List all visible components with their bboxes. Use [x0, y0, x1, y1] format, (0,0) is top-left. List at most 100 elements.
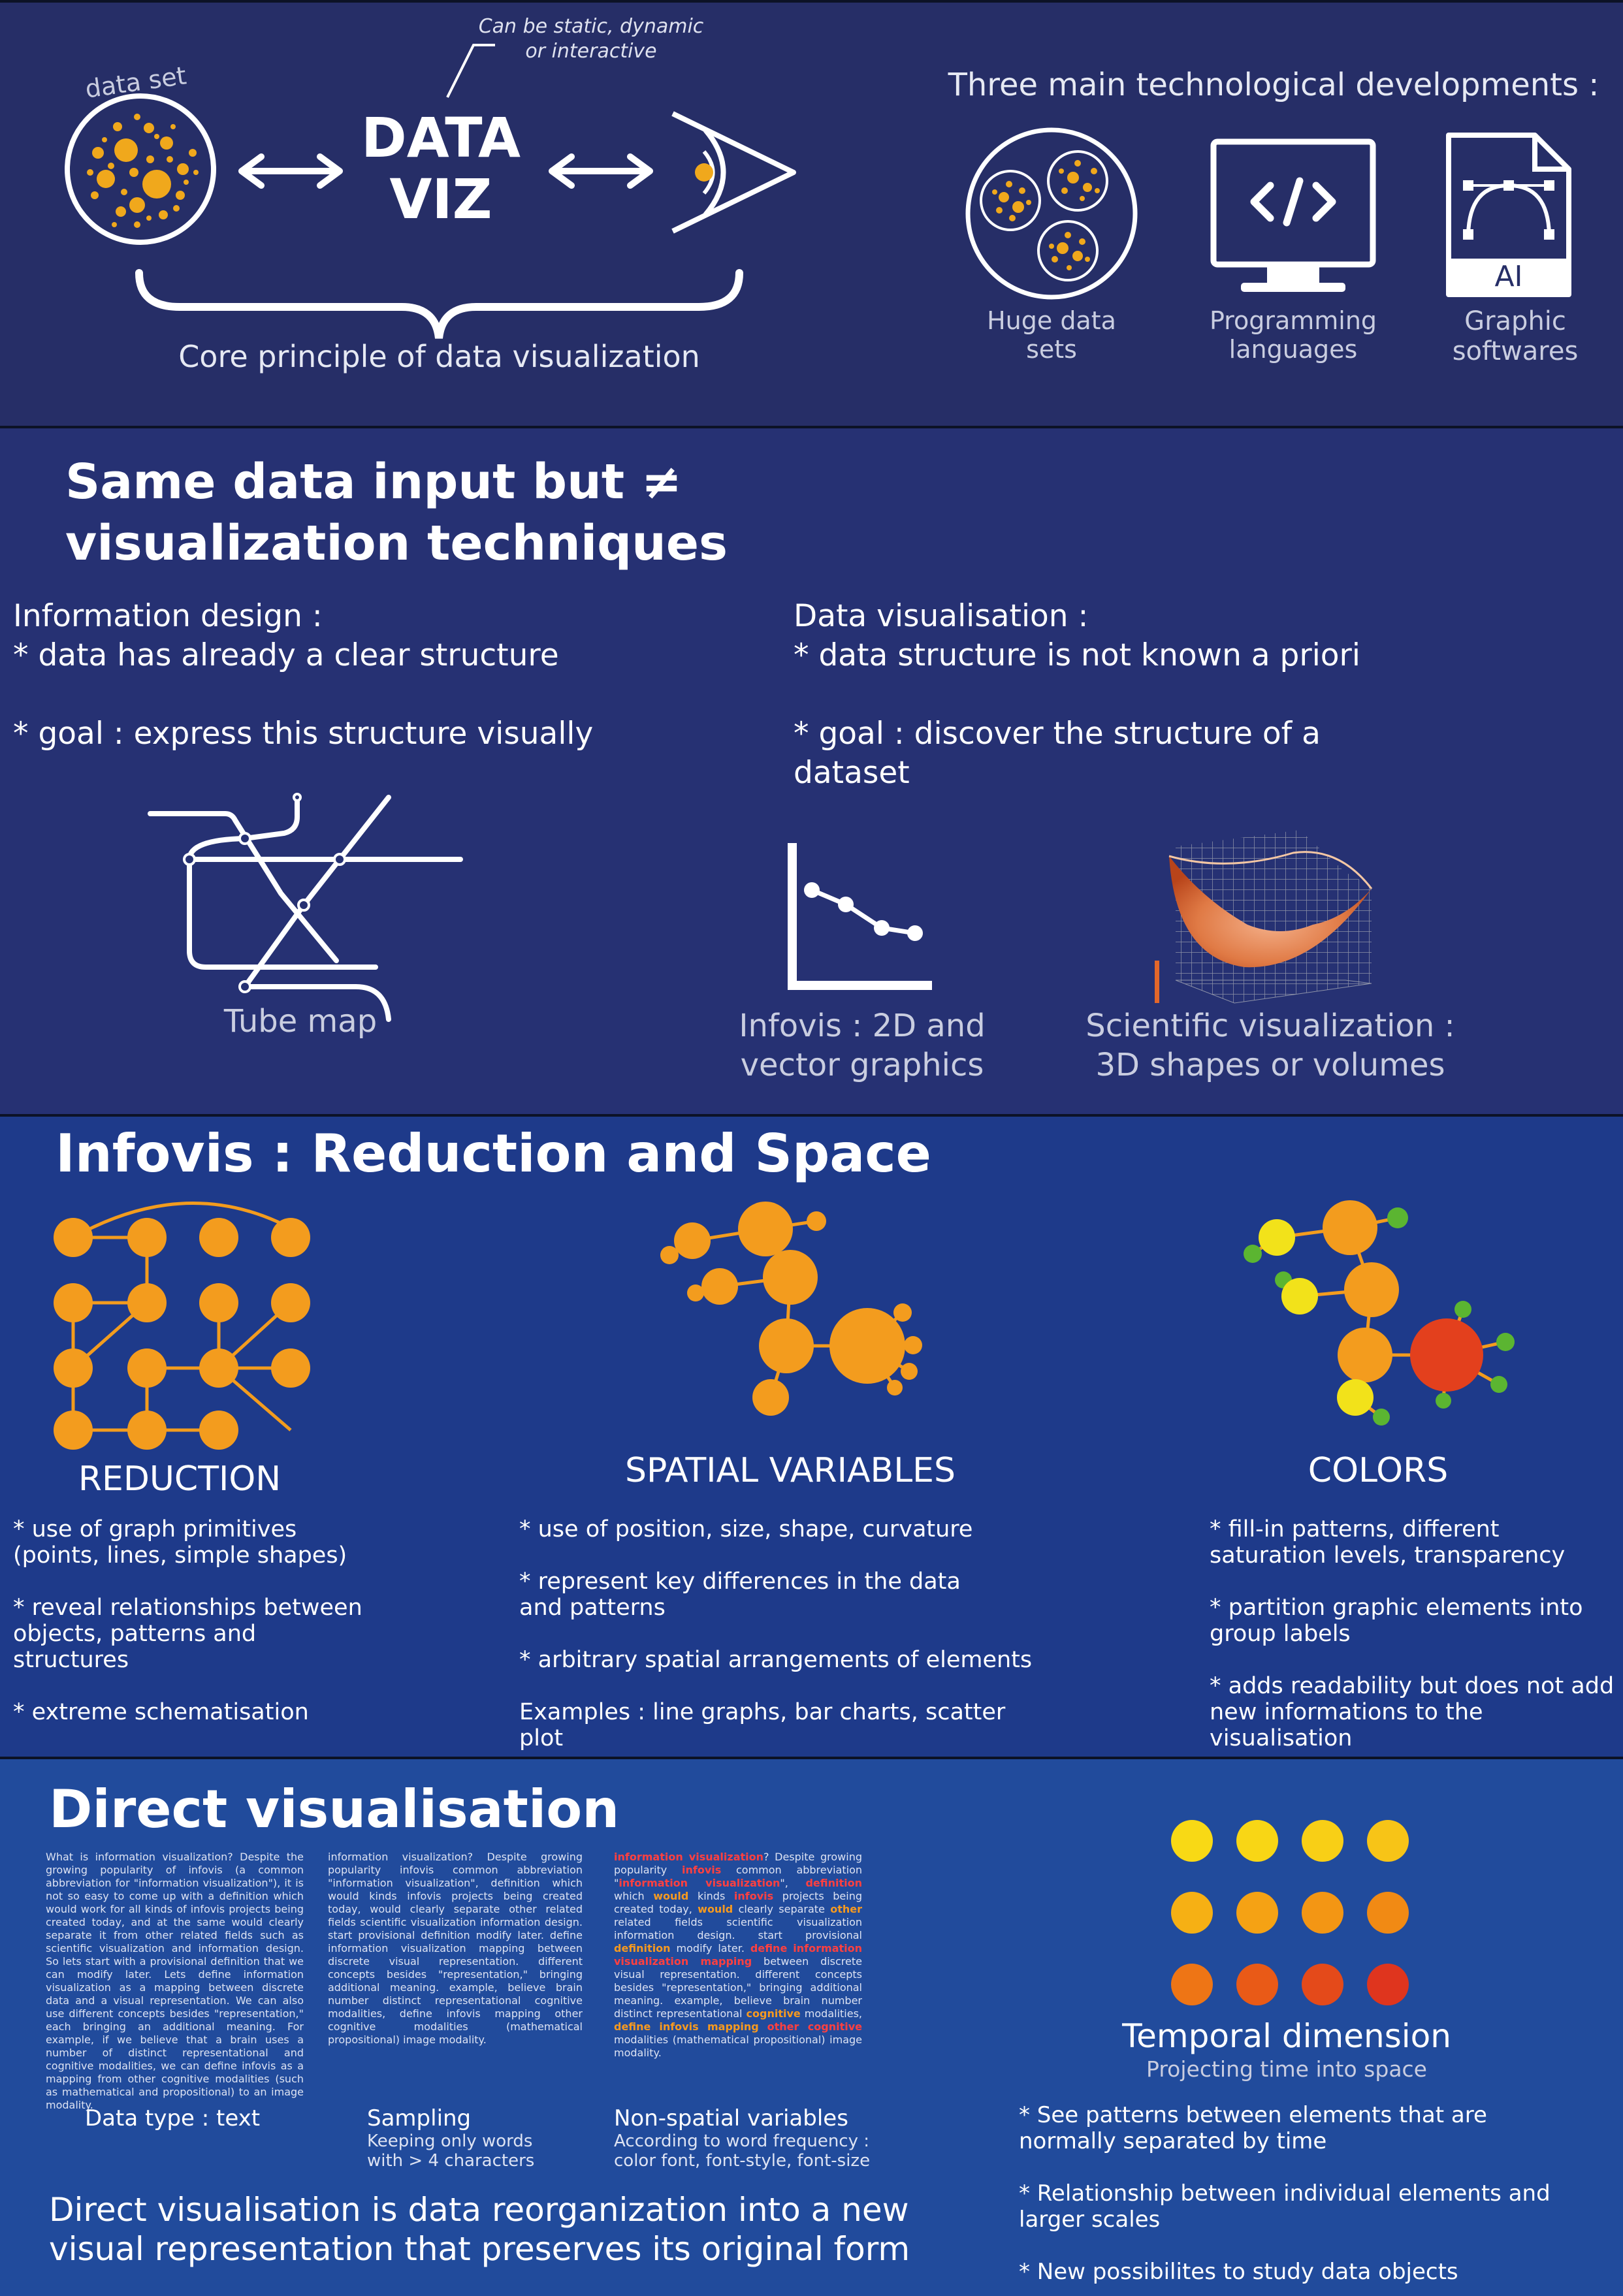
- plain-text: [651, 2020, 659, 2033]
- highlighted-word: information visualization: [614, 1851, 764, 1863]
- dataviz-line2: VIZ: [389, 167, 492, 231]
- info-design-point2: * goal : express this structure visually: [13, 716, 594, 752]
- highlighted-word: infovis: [733, 1890, 774, 1902]
- nonspatial-block: Non-spatial variables According to word …: [614, 2105, 888, 2171]
- spatial-graph: [660, 1202, 922, 1416]
- ai-badge: AI: [1494, 260, 1523, 293]
- plain-text: clearly separate: [733, 1903, 831, 1915]
- huge-datasets-icon: [965, 127, 1138, 300]
- sampling-sub: Keeping only words with > 4 characters: [367, 2131, 535, 2171]
- temporal-dot: [1171, 1964, 1213, 2005]
- sampling-label: Sampling: [367, 2105, 472, 2131]
- temporal-dot: [1302, 1964, 1343, 2005]
- tube-map-caption: Tube map: [223, 1003, 378, 1040]
- tech-label-graphic: Graphic softwares: [1452, 306, 1579, 366]
- highlighted-word: other: [830, 1903, 863, 1915]
- line-graph-icon: [788, 843, 932, 990]
- temporal-point: * See patterns between elements that are…: [1019, 2102, 1487, 2154]
- infovis-caption: Infovis : 2D and vector graphics: [739, 1008, 986, 1083]
- ai-file-icon: [1446, 133, 1571, 297]
- reduction-points: * use of graph primitives (points, lines…: [13, 1516, 379, 1725]
- colors-point: * adds readability but does not add new …: [1210, 1673, 1615, 1751]
- temporal-dot: [1236, 1964, 1278, 2005]
- temporal-dot: [1171, 1820, 1213, 1862]
- colors-graph: [1244, 1200, 1515, 1426]
- dataviz-line1: DATA: [361, 106, 521, 170]
- reduction-point: * extreme schematisation: [13, 1699, 309, 1725]
- nonspatial-sub: According to word frequency : color font…: [614, 2131, 871, 2171]
- eye-icon: [671, 111, 796, 234]
- highlighted-word: definition: [805, 1877, 862, 1889]
- highlighted-word: infovis mapping: [659, 2020, 759, 2033]
- full-text-sample: What is information visualization? Despi…: [46, 1851, 304, 2111]
- highlighted-word: information visualization mapping: [614, 1942, 862, 1968]
- spatial-point: * arbitrary spatial arrangements of elem…: [519, 1647, 1033, 1673]
- infovis-panel: Infovis : Reduction and Space: [0, 1114, 1623, 1758]
- temporal-dot: [1236, 1892, 1278, 1934]
- sampling-block: Sampling Keeping only words with > 4 cha…: [367, 2105, 583, 2171]
- spatial-points: * use of position, size, shape, curvatur…: [519, 1516, 1035, 1751]
- temporal-dots: [1171, 1820, 1409, 2005]
- highlighted-word: would: [653, 1890, 689, 1902]
- plain-text: ? Despite growing popularity: [614, 1851, 862, 1876]
- spatial-example: Examples : line graphs, bar charts, scat…: [519, 1699, 1006, 1751]
- temporal-subtitle: Projecting time into space: [1146, 2056, 1427, 2082]
- dataviz-title: DATA VIZ: [346, 107, 536, 230]
- temporal-point: * New possibilites to study data objects: [1019, 2259, 1458, 2285]
- styled-text-sample: information visualization? Despite growi…: [614, 1851, 862, 2060]
- highlighted-word: definition: [614, 1942, 671, 1954]
- surface-plot-icon: [1155, 830, 1373, 1004]
- core-principle-label: Core principle of data visualization: [178, 339, 700, 374]
- temporal-dot: [1367, 1892, 1409, 1934]
- dataset-icon: [65, 93, 216, 245]
- plain-text: ",: [780, 1877, 806, 1889]
- tech-label-huge-data: Huge data sets: [987, 306, 1116, 364]
- highlighted-word: other cognitive: [767, 2020, 863, 2033]
- reduction-heading: REDUCTION: [78, 1459, 281, 1499]
- highlighted-word: cognitive: [746, 2007, 801, 2020]
- plain-text: between discrete visual representation. …: [614, 1955, 862, 2020]
- temporal-title: Temporal dimension: [1122, 2017, 1451, 2055]
- spatial-heading: SPATIAL VARIABLES: [624, 1451, 956, 1490]
- plain-text: modalities (mathematical propositional) …: [614, 2033, 862, 2059]
- reduction-graph: [54, 1202, 310, 1450]
- plain-text: common abbreviation ": [614, 1864, 862, 1889]
- tech-title: Three main technological developments :: [948, 67, 1599, 103]
- plain-text: modalities,: [800, 2007, 862, 2020]
- highlighted-word: define: [750, 1942, 788, 1954]
- tube-map-icon: [148, 793, 463, 1022]
- spatial-point: * represent key differences in the data …: [519, 1569, 961, 1621]
- header-panel: data set DATA VIZ Can be static, dynamic…: [0, 0, 1623, 427]
- note-pointer: [446, 44, 495, 98]
- plain-text: related fields scientific visualization …: [614, 1916, 862, 1941]
- direct-title: Direct visualisation: [49, 1779, 620, 1840]
- temporal-dot: [1302, 1820, 1343, 1862]
- plain-text: kinds: [688, 1890, 734, 1902]
- infovis-title: Infovis : Reduction and Space: [56, 1123, 931, 1184]
- info-design-heading: Information design :: [13, 598, 323, 634]
- plain-text: which: [614, 1890, 654, 1902]
- reduction-point: * reveal relationships between objects, …: [13, 1595, 362, 1673]
- colors-point: * fill-in patterns, different saturation…: [1210, 1516, 1566, 1569]
- data-vis-point1: * data structure is not known a priori: [794, 637, 1360, 673]
- colors-heading: COLORS: [1308, 1451, 1449, 1490]
- spatial-point: * use of position, size, shape, curvatur…: [519, 1516, 973, 1542]
- highlighted-word: define: [614, 2020, 651, 2033]
- temporal-dot: [1367, 1820, 1409, 1862]
- highlighted-word: would: [698, 1903, 733, 1915]
- plain-text: projects being created today,: [614, 1890, 863, 1915]
- data-vis-block: Data visualisation : * data structure is…: [794, 597, 1577, 793]
- sampled-text-sample: information visualization? Despite growi…: [328, 1851, 583, 2046]
- double-arrow-icon: [549, 153, 653, 189]
- direct-conclusion: Direct visualisation is data reorganizat…: [49, 2191, 910, 2268]
- plain-text: modify later.: [670, 1942, 750, 1954]
- highlighted-word: information visualization: [619, 1877, 780, 1889]
- colors-points: * fill-in patterns, different saturation…: [1210, 1516, 1618, 1751]
- reduction-point: * use of graph primitives (points, lines…: [13, 1516, 347, 1569]
- data-type-label: Data type : text: [85, 2105, 261, 2131]
- code-monitor-icon: [1210, 138, 1376, 292]
- colors-point: * partition graphic elements into group …: [1210, 1595, 1583, 1647]
- temporal-dot: [1171, 1892, 1213, 1934]
- data-vis-point2: * goal : discover the structure of a dat…: [794, 716, 1321, 791]
- brace-icon: [135, 269, 743, 339]
